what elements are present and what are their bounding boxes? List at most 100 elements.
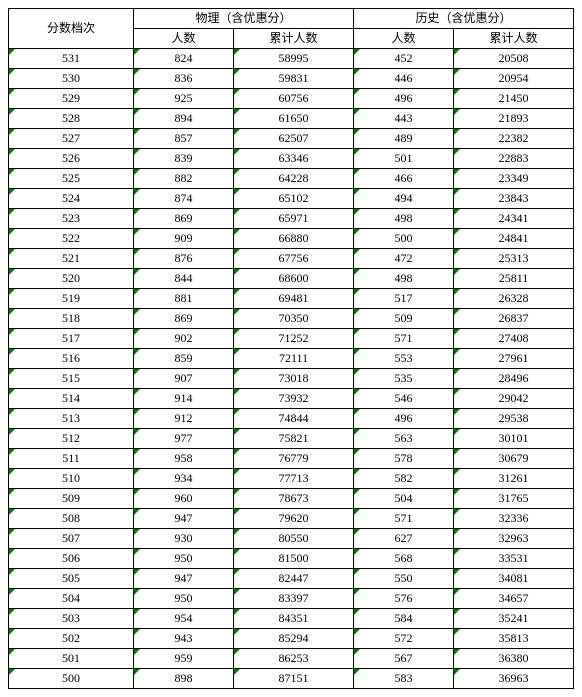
table-cell: 958 bbox=[134, 449, 234, 469]
table-cell: 529 bbox=[9, 89, 134, 109]
table-cell: 531 bbox=[9, 49, 134, 69]
table-cell: 32336 bbox=[454, 509, 574, 529]
table-cell: 505 bbox=[9, 569, 134, 589]
table-row: 5198816948151726328 bbox=[9, 289, 574, 309]
table-cell: 28496 bbox=[454, 369, 574, 389]
table-cell: 977 bbox=[134, 429, 234, 449]
table-cell: 517 bbox=[354, 289, 454, 309]
table-cell: 29042 bbox=[454, 389, 574, 409]
table-cell: 77713 bbox=[234, 469, 354, 489]
table-cell: 26837 bbox=[454, 309, 574, 329]
table-header: 分数档次 物理（含优惠分） 历史（含优惠分） 人数 累计人数 人数 累计人数 bbox=[9, 9, 574, 49]
table-cell: 22883 bbox=[454, 149, 574, 169]
table-cell: 572 bbox=[354, 629, 454, 649]
table-cell: 521 bbox=[9, 249, 134, 269]
table-row: 5218766775647225313 bbox=[9, 249, 574, 269]
table-cell: 934 bbox=[134, 469, 234, 489]
table-cell: 524 bbox=[9, 189, 134, 209]
header-history-group: 历史（含优惠分） bbox=[354, 9, 574, 29]
table-cell: 909 bbox=[134, 229, 234, 249]
table-cell: 498 bbox=[354, 209, 454, 229]
table-cell: 839 bbox=[134, 149, 234, 169]
table-cell: 960 bbox=[134, 489, 234, 509]
table-row: 5288946165044321893 bbox=[9, 109, 574, 129]
table-cell: 68600 bbox=[234, 269, 354, 289]
table-cell: 65102 bbox=[234, 189, 354, 209]
table-cell: 21450 bbox=[454, 89, 574, 109]
table-cell: 950 bbox=[134, 549, 234, 569]
table-cell: 571 bbox=[354, 509, 454, 529]
table-cell: 76779 bbox=[234, 449, 354, 469]
table-cell: 950 bbox=[134, 589, 234, 609]
table-cell: 583 bbox=[354, 669, 454, 689]
table-cell: 881 bbox=[134, 289, 234, 309]
table-cell: 523 bbox=[9, 209, 134, 229]
table-cell: 504 bbox=[9, 589, 134, 609]
table-cell: 869 bbox=[134, 209, 234, 229]
table-cell: 514 bbox=[9, 389, 134, 409]
table-cell: 31765 bbox=[454, 489, 574, 509]
table-cell: 489 bbox=[354, 129, 454, 149]
table-row: 5119587677957830679 bbox=[9, 449, 574, 469]
header-physics-count: 人数 bbox=[134, 29, 234, 49]
table-cell: 844 bbox=[134, 269, 234, 289]
table-row: 5168597211155327961 bbox=[9, 349, 574, 369]
table-cell: 72111 bbox=[234, 349, 354, 369]
table-cell: 519 bbox=[9, 289, 134, 309]
table-cell: 510 bbox=[9, 469, 134, 489]
table-cell: 32963 bbox=[454, 529, 574, 549]
table-cell: 912 bbox=[134, 409, 234, 429]
table-cell: 959 bbox=[134, 649, 234, 669]
table-row: 5069508150056833531 bbox=[9, 549, 574, 569]
table-cell: 525 bbox=[9, 169, 134, 189]
table-row: 5139127484449629538 bbox=[9, 409, 574, 429]
table-row: 5099607867350431765 bbox=[9, 489, 574, 509]
table-cell: 869 bbox=[134, 309, 234, 329]
table-cell: 23843 bbox=[454, 189, 574, 209]
table-cell: 30101 bbox=[454, 429, 574, 449]
table-row: 5229096688050024841 bbox=[9, 229, 574, 249]
table-cell: 87151 bbox=[234, 669, 354, 689]
table-cell: 496 bbox=[354, 409, 454, 429]
table-cell: 511 bbox=[9, 449, 134, 469]
table-cell: 27961 bbox=[454, 349, 574, 369]
table-cell: 563 bbox=[354, 429, 454, 449]
table-cell: 584 bbox=[354, 609, 454, 629]
table-cell: 571 bbox=[354, 329, 454, 349]
table-cell: 64228 bbox=[234, 169, 354, 189]
table-cell: 530 bbox=[9, 69, 134, 89]
table-cell: 876 bbox=[134, 249, 234, 269]
table-cell: 66880 bbox=[234, 229, 354, 249]
header-physics-group: 物理（含优惠分） bbox=[134, 9, 354, 29]
table-cell: 907 bbox=[134, 369, 234, 389]
table-cell: 898 bbox=[134, 669, 234, 689]
table-cell: 31261 bbox=[454, 469, 574, 489]
table-cell: 466 bbox=[354, 169, 454, 189]
table-cell: 78673 bbox=[234, 489, 354, 509]
table-cell: 506 bbox=[9, 549, 134, 569]
table-cell: 494 bbox=[354, 189, 454, 209]
table-row: 5109347771358231261 bbox=[9, 469, 574, 489]
table-cell: 73018 bbox=[234, 369, 354, 389]
table-cell: 857 bbox=[134, 129, 234, 149]
table-cell: 70350 bbox=[234, 309, 354, 329]
table-cell: 443 bbox=[354, 109, 454, 129]
table-cell: 84351 bbox=[234, 609, 354, 629]
table-cell: 627 bbox=[354, 529, 454, 549]
table-cell: 20508 bbox=[454, 49, 574, 69]
table-cell: 836 bbox=[134, 69, 234, 89]
table-cell: 86253 bbox=[234, 649, 354, 669]
table-row: 5149147393254629042 bbox=[9, 389, 574, 409]
table-cell: 33531 bbox=[454, 549, 574, 569]
table-cell: 25313 bbox=[454, 249, 574, 269]
table-cell: 914 bbox=[134, 389, 234, 409]
table-cell: 34657 bbox=[454, 589, 574, 609]
table-row: 5008988715158336963 bbox=[9, 669, 574, 689]
table-cell: 24341 bbox=[454, 209, 574, 229]
table-cell: 67756 bbox=[234, 249, 354, 269]
table-cell: 69481 bbox=[234, 289, 354, 309]
table-cell: 894 bbox=[134, 109, 234, 129]
table-cell: 65971 bbox=[234, 209, 354, 229]
table-row: 5159077301853528496 bbox=[9, 369, 574, 389]
table-cell: 79620 bbox=[234, 509, 354, 529]
